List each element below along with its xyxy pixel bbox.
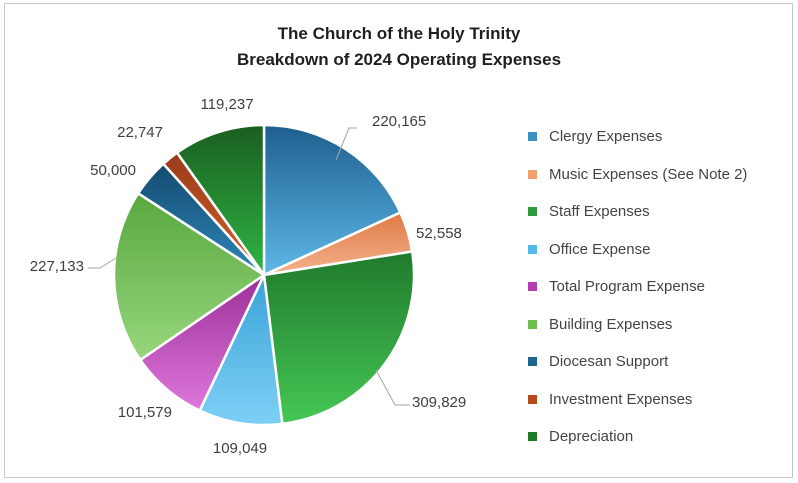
legend-label: Investment Expenses [549, 390, 693, 408]
leader-line-building-expenses [88, 257, 117, 269]
legend-swatch [528, 319, 537, 329]
leader-line-staff-expenses [375, 369, 410, 406]
data-label-diocesan-support: 50,000 [90, 162, 136, 179]
data-label-clergy-expenses: 220,165 [372, 113, 426, 130]
legend-item-staff-expenses: Staff Expenses [528, 193, 747, 231]
pie-slice-clergy-expenses [262, 123, 402, 277]
legend-item-music-expenses-see-note-2: Music Expenses (See Note 2) [528, 156, 747, 194]
legend-label: Staff Expenses [549, 203, 650, 221]
pie-slice-office-expense [198, 273, 284, 427]
legend-item-total-program-expense: Total Program Expense [528, 268, 747, 306]
legend-swatch [528, 169, 537, 179]
legend-item-investment-expenses: Investment Expenses [528, 381, 747, 419]
legend-label: Depreciation [549, 428, 634, 446]
pie-slice-depreciation [175, 123, 266, 277]
legend-swatch [528, 432, 537, 442]
data-label-investment-expenses: 22,747 [117, 124, 163, 141]
legend-label: Total Program Expense [549, 278, 705, 296]
legend-item-building-expenses: Building Expenses [528, 306, 747, 344]
legend-label: Clergy Expenses [549, 128, 663, 146]
legend-swatch [528, 207, 537, 217]
legend-label: Building Expenses [549, 315, 673, 333]
legend-swatch [528, 394, 537, 404]
leader-line-clergy-expenses [335, 127, 357, 161]
legend-swatch [528, 282, 537, 292]
chart-subtitle: Breakdown of 2024 Operating Expenses [236, 50, 562, 69]
legend-item-depreciation: Depreciation [528, 418, 747, 456]
legend-swatch [528, 357, 537, 367]
legend-item-clergy-expenses: Clergy Expenses [528, 118, 747, 156]
data-label-building-expenses: 227,133 [30, 258, 84, 275]
legend-swatch [528, 132, 537, 142]
data-label-total-program-expense: 101,579 [118, 404, 172, 421]
legend-label: Office Expense [549, 240, 651, 258]
pie-slice-staff-expenses [262, 250, 416, 426]
legend-swatch [528, 244, 537, 254]
chart-legend: Clergy Expenses Music Expenses (See Note … [528, 118, 747, 456]
data-label-music-expenses-see-note-2: 52,558 [416, 225, 462, 242]
legend-item-office-expense: Office Expense [528, 231, 747, 269]
data-label-staff-expenses: 309,829 [412, 394, 466, 411]
pie-slice-building-expenses [112, 192, 266, 362]
data-label-office-expense: 109,049 [213, 440, 267, 457]
data-label-depreciation: 119,237 [200, 96, 253, 113]
legend-label: Music Expenses (See Note 2) [549, 165, 748, 183]
legend-item-diocesan-support: Diocesan Support [528, 343, 747, 381]
legend-label: Diocesan Support [549, 353, 669, 371]
chart-title: The Church of the Holy Trinity [277, 24, 521, 43]
